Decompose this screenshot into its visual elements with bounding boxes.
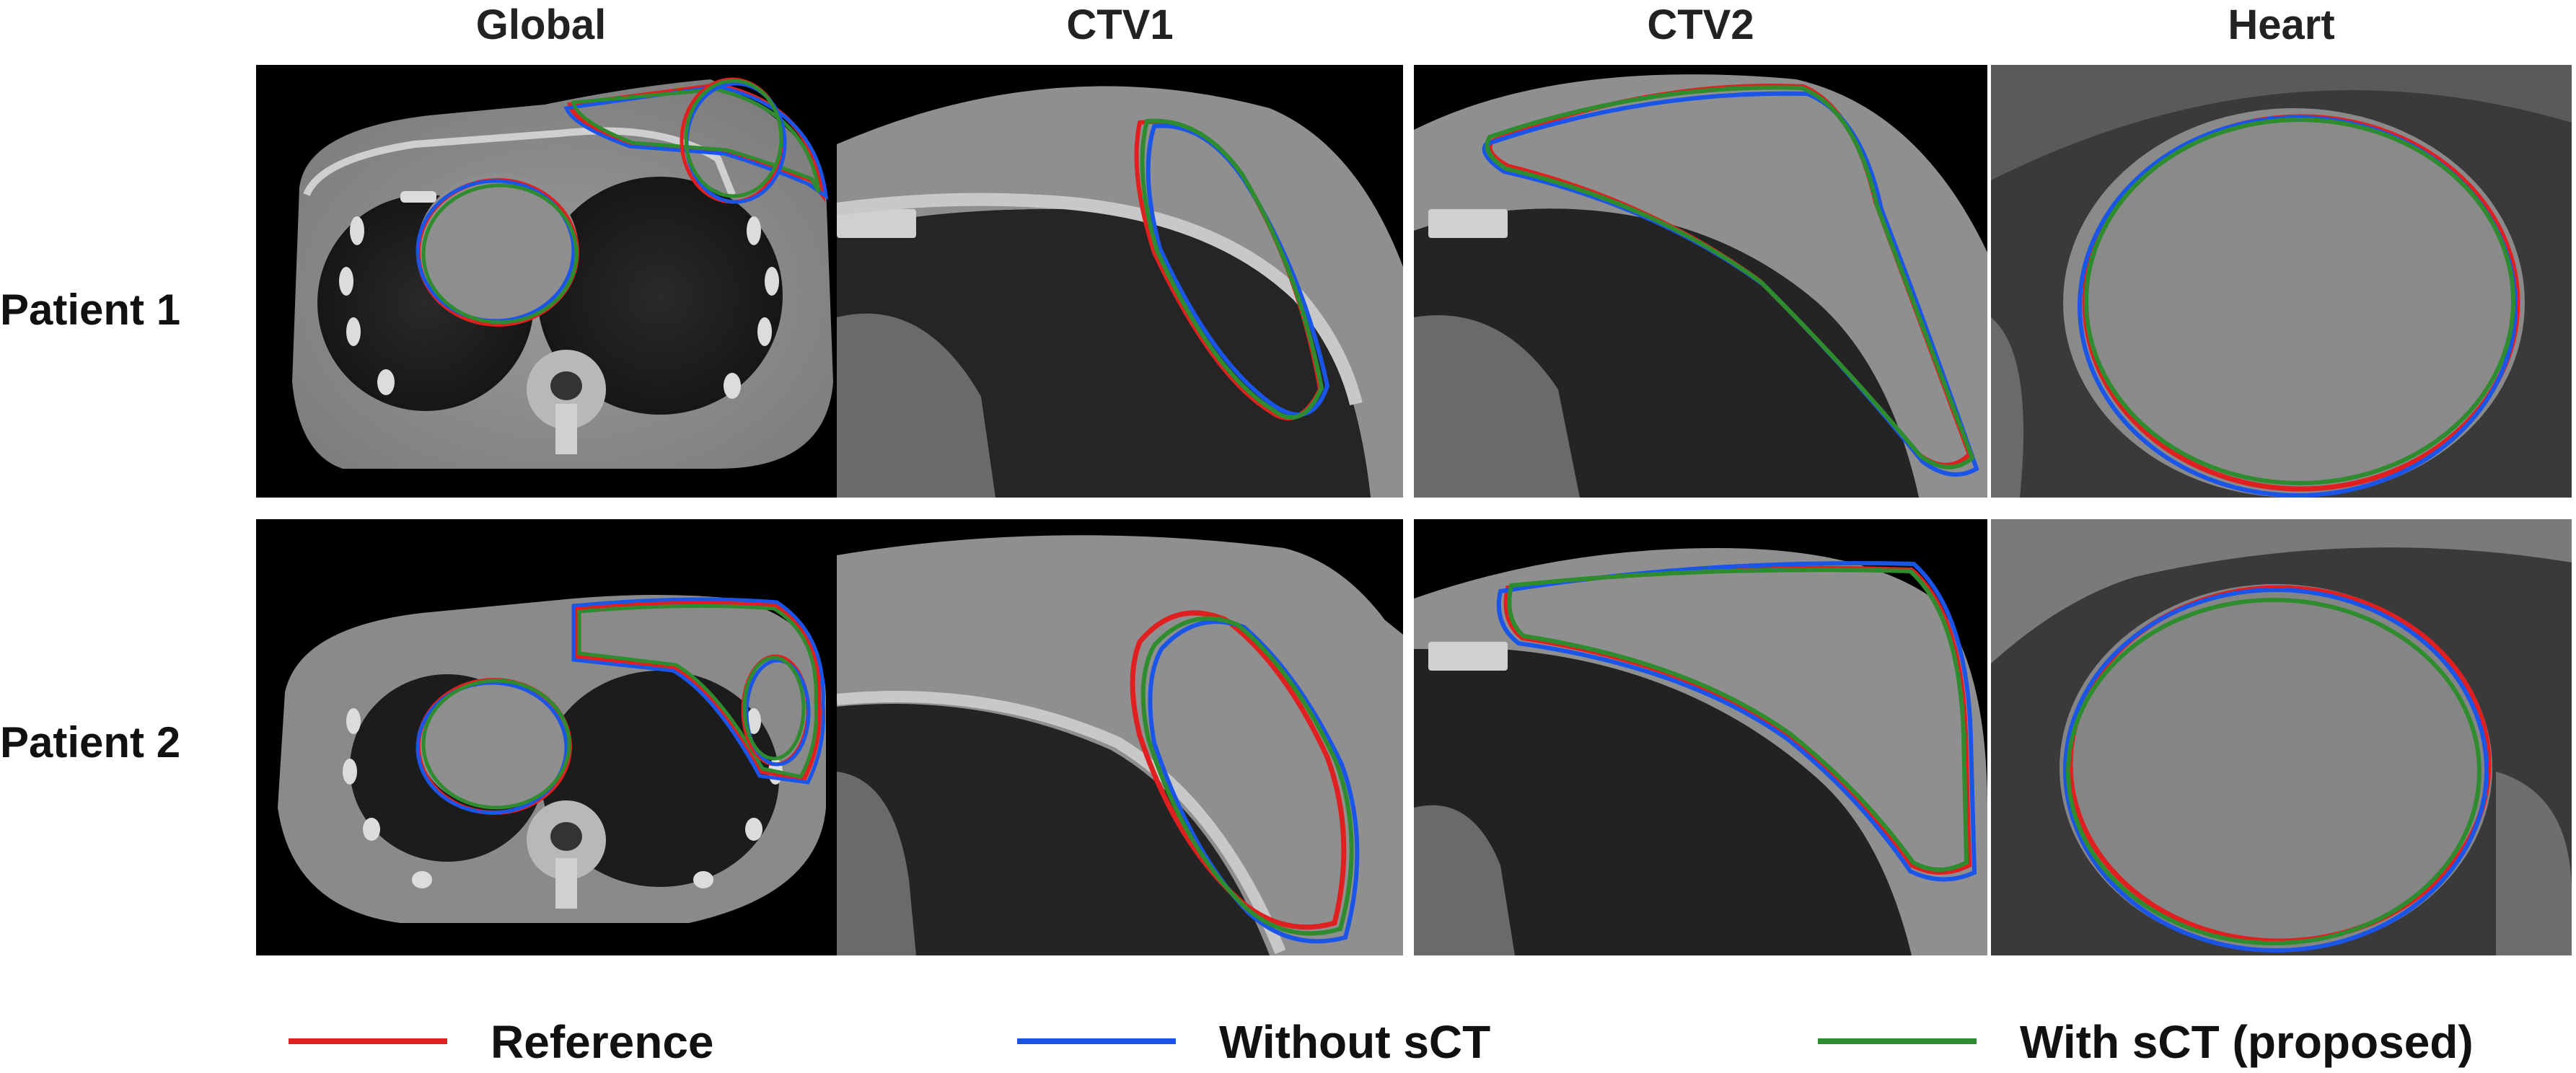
column-header-global: Global [475,1,607,48]
ct-slice-patient2-global [278,595,826,923]
legend-label-with-sct: With sCT (proposed) [2020,1016,2474,1068]
legend-label-without-sct: Without sCT [1219,1016,1491,1068]
column-header-heart: Heart [2228,1,2335,48]
ct-slice-patient1-heart [1991,65,2572,498]
ct-slice-patient2-ctv2 [1414,548,1987,955]
image-panel-patient2-heart [1991,519,2572,955]
legend-swatch-without-sct [1017,1038,1176,1044]
image-panel-patient2-global [256,519,837,955]
legend-swatch-with-sct [1818,1038,1977,1044]
ct-slice-patient1-ctv2 [1414,74,1987,498]
ct-slice-patient2-ctv1 [837,535,1403,955]
image-panel-patient2-ctv1 [837,519,1403,955]
image-panel-patient1-global [256,65,837,498]
column-header-ctv1: CTV1 [1066,1,1174,48]
legend-label-reference: Reference [491,1016,714,1068]
ct-slice-patient2-heart [1991,519,2572,955]
ct-slice-patient1-global [292,77,833,469]
image-panel-patient1-ctv2 [1414,65,1987,498]
ct-slice-patient1-ctv1 [837,86,1403,498]
image-panel-patient1-ctv1 [837,65,1403,498]
image-panel-patient2-ctv2 [1414,519,1987,955]
row-label-patient-1: Patient 1 [0,286,181,334]
legend-swatch-reference [289,1038,447,1044]
column-header-ctv2: CTV2 [1647,1,1754,48]
image-panel-patient1-heart [1991,65,2572,498]
row-label-patient-2: Patient 2 [0,718,181,767]
